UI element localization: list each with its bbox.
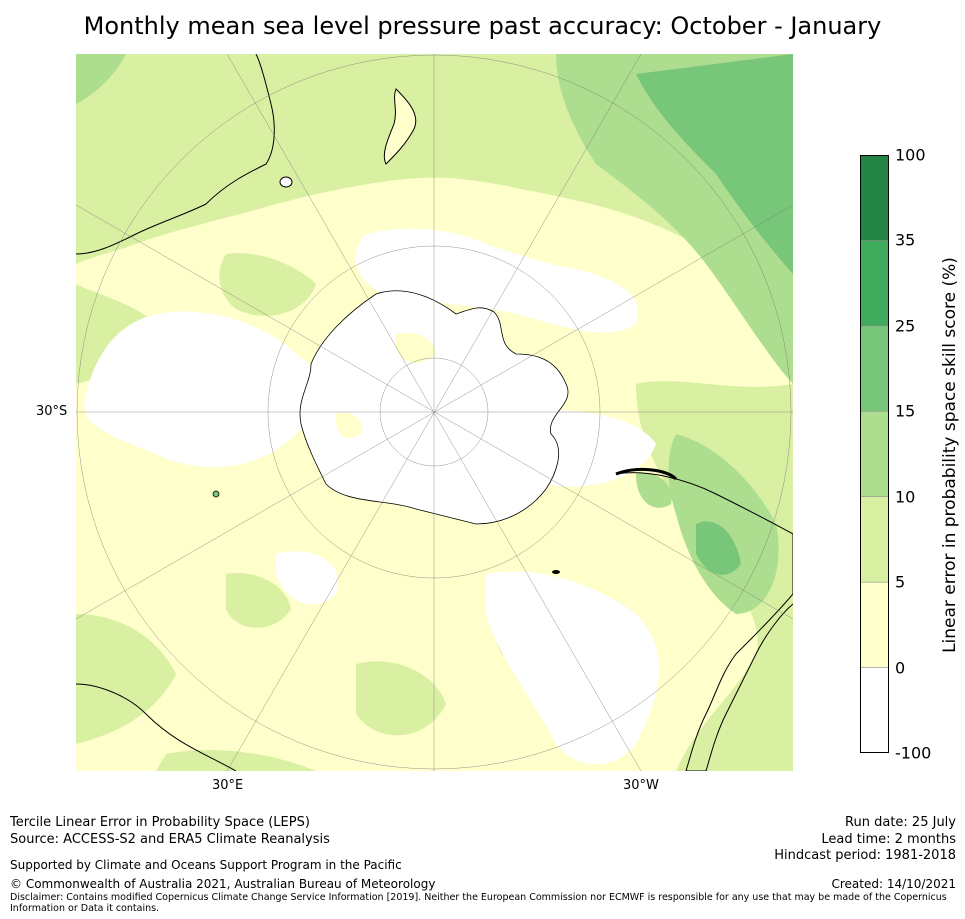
run-date: Run date: 25 July (845, 815, 956, 830)
created-date: Created: 14/10/2021 (831, 877, 956, 891)
lat-label-30s: 30°S (36, 404, 68, 419)
colorbar-tick-label: 100 (895, 145, 926, 165)
colorbar-frame (860, 155, 889, 753)
colorbar-tick-label: 15 (895, 401, 916, 421)
support-text: Supported by Climate and Oceans Support … (10, 858, 402, 872)
colorbar-tick-label: -100 (895, 743, 932, 763)
colorbar-band (860, 325, 889, 412)
colorbar-tick-label: 10 (895, 487, 916, 507)
graticule (76, 54, 793, 771)
method-text: Tercile Linear Error in Probability Spac… (10, 815, 310, 830)
island (552, 570, 560, 574)
disclaimer-line: Disclaimer: Contains modified Copernicus… (10, 892, 947, 903)
page-title: Monthly mean sea level pressure past acc… (83, 12, 882, 40)
africa-coast (76, 683, 237, 771)
colorbar-band (860, 581, 889, 668)
colorbar-band (860, 496, 889, 583)
south-america (615, 472, 793, 771)
source-text: Source: ACCESS-S2 and ERA5 Climate Reana… (10, 832, 330, 847)
australia-coast (76, 54, 275, 255)
colorbar-tick-label: 0 (895, 658, 906, 678)
colorbar-tick-label: 25 (895, 316, 916, 336)
colorbar-label: Linear error in probability space skill … (940, 257, 960, 653)
lon-label-30e: 30°E (212, 778, 244, 793)
colorbar-tick-label: 35 (895, 230, 916, 250)
colorbar-band (860, 667, 889, 753)
tasmania (279, 176, 293, 188)
new-zealand (383, 88, 417, 165)
skill-band-negative (84, 228, 660, 765)
copyright-text: © Commonwealth of Australia 2021, Austra… (10, 877, 436, 891)
skill-band-15-25 (636, 54, 793, 575)
colorbar-band (860, 155, 889, 241)
map-canvas (76, 54, 793, 771)
lead-time: Lead time: 2 months (821, 832, 956, 847)
colorbar (860, 155, 889, 753)
colorbar-tick-label: 5 (895, 572, 906, 592)
island (212, 490, 220, 498)
disclaimer-line: Information or Data it contains. (10, 903, 160, 914)
colorbar-band (860, 240, 889, 327)
disclaimer-text: Disclaimer: Contains modified Copernicus… (10, 892, 950, 914)
colorbar-band (860, 411, 889, 497)
falklands-region (615, 468, 678, 481)
hindcast-period: Hindcast period: 1981-2018 (774, 848, 956, 863)
lon-label-30w: 30°W (623, 778, 659, 793)
polar-map (76, 54, 793, 771)
